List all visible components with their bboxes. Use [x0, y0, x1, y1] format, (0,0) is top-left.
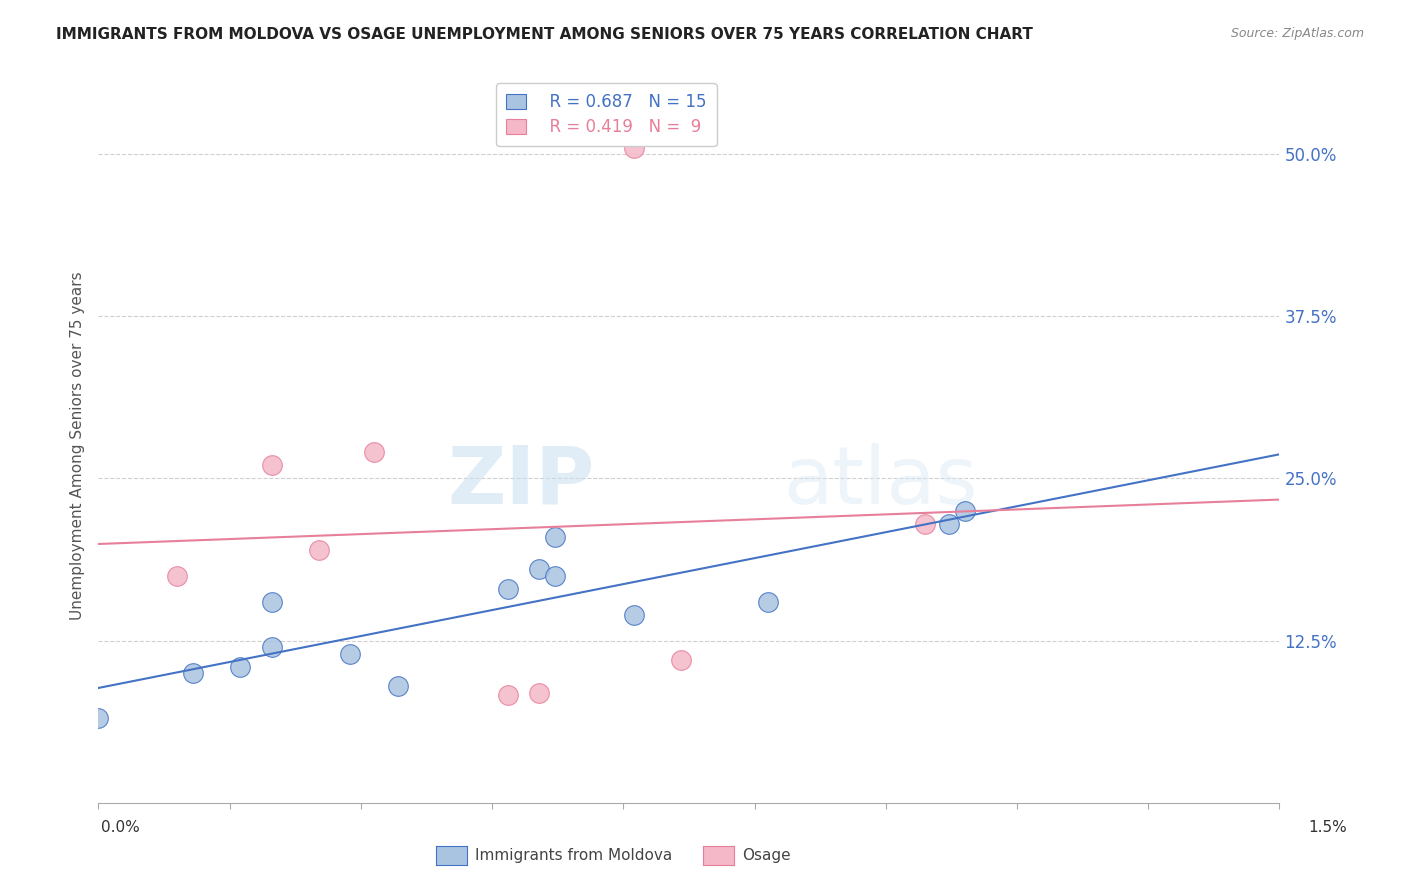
Text: Immigrants from Moldova: Immigrants from Moldova	[475, 848, 672, 863]
Y-axis label: Unemployment Among Seniors over 75 years: Unemployment Among Seniors over 75 years	[69, 272, 84, 620]
Point	[669, 653, 692, 667]
Point	[914, 516, 936, 531]
Point	[339, 647, 361, 661]
Point	[623, 607, 645, 622]
Point	[953, 504, 976, 518]
Point	[623, 140, 645, 154]
Point	[544, 568, 567, 582]
Text: Osage: Osage	[742, 848, 792, 863]
Text: Source: ZipAtlas.com: Source: ZipAtlas.com	[1230, 27, 1364, 40]
Point	[260, 595, 283, 609]
Point	[166, 568, 188, 582]
Point	[260, 640, 283, 654]
Point	[260, 458, 283, 473]
Point	[387, 679, 409, 693]
Point	[529, 685, 551, 699]
Point	[229, 659, 252, 673]
Point	[496, 582, 519, 596]
Point	[181, 666, 204, 681]
Point	[87, 711, 110, 725]
Legend:   R = 0.687   N = 15,   R = 0.419   N =  9: R = 0.687 N = 15, R = 0.419 N = 9	[496, 83, 717, 146]
Point	[308, 542, 330, 557]
Point	[529, 562, 551, 576]
Text: 0.0%: 0.0%	[101, 821, 141, 835]
Point	[544, 530, 567, 544]
Point	[756, 595, 779, 609]
Text: 1.5%: 1.5%	[1308, 821, 1347, 835]
Point	[938, 516, 960, 531]
Text: IMMIGRANTS FROM MOLDOVA VS OSAGE UNEMPLOYMENT AMONG SENIORS OVER 75 YEARS CORREL: IMMIGRANTS FROM MOLDOVA VS OSAGE UNEMPLO…	[56, 27, 1033, 42]
Text: atlas: atlas	[783, 442, 977, 521]
Text: ZIP: ZIP	[447, 442, 595, 521]
Point	[496, 688, 519, 702]
Point	[363, 445, 385, 459]
